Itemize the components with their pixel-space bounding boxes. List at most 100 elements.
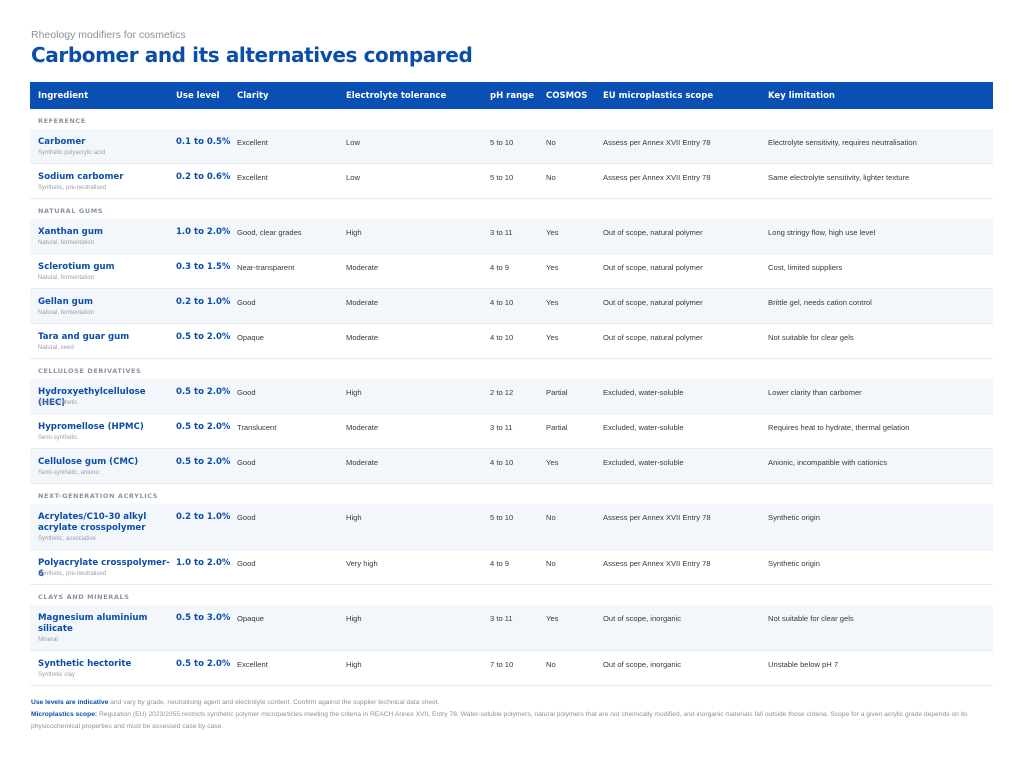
use-level: 0.5 to 2.0%	[176, 387, 231, 397]
table-row: Sclerotium gum Natural, fermentation 0.3 t…	[30, 254, 993, 289]
cosmos-status: Yes	[546, 614, 559, 623]
table-row: Gellan gum Natural, fermentation 0.2 to 1.…	[30, 289, 993, 324]
table-row: Hypromellose (HPMC) Semi-synthetic 0.5 to …	[30, 414, 993, 449]
ingredient-name: Hypromellose (HPMC)	[38, 422, 144, 432]
key-limitation: Synthetic origin	[768, 559, 820, 568]
col-use-level: Use level	[176, 91, 220, 101]
use-level: 1.0 to 2.0%	[176, 558, 231, 568]
eu-microplastics-scope: Assess per Annex XVII Entry 78	[603, 173, 711, 182]
col-ingredient: Ingredient	[38, 91, 89, 101]
eu-microplastics-scope: Out of scope, natural polymer	[603, 298, 703, 307]
cosmos-status: Yes	[546, 228, 559, 237]
clarity: Good	[237, 388, 256, 397]
section-label: REFERENCE	[38, 117, 86, 125]
cosmos-status: Yes	[546, 298, 559, 307]
electrolyte-tolerance: Moderate	[346, 298, 379, 307]
comparison-table: Ingredient Use level Clarity Electrolyte…	[30, 82, 993, 686]
clarity: Near-transparent	[237, 263, 295, 272]
footnote-microplastics: Microplastics scope: Regulation (EU) 202…	[31, 709, 995, 733]
ingredient-type: Semi-synthetic	[38, 400, 78, 406]
eu-microplastics-scope: Out of scope, natural polymer	[603, 228, 703, 237]
electrolyte-tolerance: High	[346, 388, 362, 397]
use-level: 0.5 to 2.0%	[176, 457, 231, 467]
electrolyte-tolerance: High	[346, 660, 362, 669]
eu-microplastics-scope: Excluded, water-soluble	[603, 458, 684, 467]
electrolyte-tolerance: High	[346, 228, 362, 237]
table-row: Carbomer Synthetic polyacrylic acid 0.1 to…	[30, 129, 993, 164]
ph-range: 3 to 11	[490, 423, 513, 432]
cosmos-status: No	[546, 513, 556, 522]
ph-range: 3 to 11	[490, 614, 513, 623]
key-limitation: Anionic, incompatible with cationics	[768, 458, 888, 467]
table-row: Acrylates/C10-30 alkyl acrylate crosspol…	[30, 504, 993, 550]
cosmos-status: Partial	[546, 388, 568, 397]
eu-microplastics-scope: Assess per Annex XVII Entry 78	[603, 559, 711, 568]
ingredient-name: Acrylates/C10-30 alkyl acrylate crosspol…	[38, 512, 147, 533]
col-cosmos: COSMOS	[546, 91, 588, 101]
use-level: 0.5 to 2.0%	[176, 422, 231, 432]
ingredient-type: Natural, fermentation	[38, 275, 95, 281]
table-row: Sodium carbomer Synthetic, pre-neutralise…	[30, 164, 993, 199]
ingredient-name: Carbomer	[38, 137, 86, 147]
section-label: NATURAL GUMS	[38, 207, 104, 215]
key-limitation: Same electrolyte sensitivity, lighter te…	[768, 173, 910, 182]
ph-range: 4 to 9	[490, 263, 509, 272]
cosmos-status: No	[546, 660, 556, 669]
use-level: 0.2 to 1.0%	[176, 297, 231, 307]
ingredient-type: Synthetic clay	[38, 672, 76, 678]
ph-range: 5 to 10	[490, 173, 514, 182]
page-kicker: Rheology modifiers for cosmetics	[31, 29, 186, 41]
use-level: 0.1 to 0.5%	[176, 137, 231, 147]
electrolyte-tolerance: High	[346, 513, 362, 522]
cosmos-status: Yes	[546, 263, 559, 272]
ingredient-type: Semi-synthetic, anionic	[38, 470, 100, 476]
ingredient-name: Sodium carbomer	[38, 172, 124, 182]
key-limitation: Not suitable for clear gels	[768, 333, 854, 342]
table-row: Magnesium aluminium silicate Mineral 0.5 t…	[30, 605, 993, 651]
footnote-microplastics-lead: Microplastics scope:	[31, 711, 98, 718]
section-label: CLAYS AND MINERALS	[38, 593, 130, 601]
table-row: Xanthan gum Natural, fermentation 1.0 to 2…	[30, 219, 993, 254]
clarity: Excellent	[237, 138, 268, 147]
clarity: Excellent	[237, 660, 268, 669]
ingredient-type: Natural, fermentation	[38, 240, 95, 246]
ingredient-type: Synthetic polyacrylic acid	[38, 150, 106, 156]
ingredient-type: Synthetic, pre-neutralised	[38, 571, 107, 577]
table-header: Ingredient Use level Clarity Electrolyte…	[30, 82, 993, 109]
clarity: Good, clear grades	[237, 228, 302, 237]
clarity: Translucent	[237, 423, 277, 432]
use-level: 1.0 to 2.0%	[176, 227, 231, 237]
use-level: 0.5 to 3.0%	[176, 613, 231, 623]
footnote-microplastics-text: Regulation (EU) 2023/2055 restricts synt…	[31, 711, 968, 730]
key-limitation: Synthetic origin	[768, 513, 820, 522]
col-eu-scope: EU microplastics scope	[603, 91, 714, 101]
ingredient-name: Cellulose gum (CMC)	[38, 457, 139, 467]
key-limitation: Long stringy flow, high use level	[768, 228, 876, 237]
electrolyte-tolerance: Moderate	[346, 458, 379, 467]
table-row: Synthetic hectorite Synthetic clay 0.5 to …	[30, 651, 993, 686]
cosmos-status: No	[546, 559, 556, 568]
ingredient-name: Sclerotium gum	[38, 262, 115, 272]
eu-microplastics-scope: Out of scope, inorganic	[603, 660, 682, 669]
ingredient-name: Magnesium aluminium silicate	[38, 613, 148, 634]
ingredient-name: Polyacrylate crosspolymer-6	[38, 558, 170, 579]
col-limitation: Key limitation	[768, 91, 835, 101]
ingredient-type: Natural, fermentation	[38, 310, 95, 316]
ph-range: 4 to 10	[490, 298, 514, 307]
ph-range: 4 to 10	[490, 458, 514, 467]
table-row: Polyacrylate crosspolymer-6 Synthetic, pr…	[30, 550, 993, 585]
ingredient-name: Synthetic hectorite	[38, 659, 132, 669]
electrolyte-tolerance: Moderate	[346, 263, 379, 272]
ingredient-type: Natural, seed	[38, 345, 74, 351]
footnote-use-levels-lead: Use levels are indicative	[31, 699, 109, 706]
ph-range: 2 to 12	[490, 388, 514, 397]
ingredient-type: Semi-synthetic	[38, 435, 78, 441]
footnote-use-levels: Use levels are indicative and vary by gr…	[31, 697, 995, 709]
key-limitation: Brittle gel, needs cation control	[768, 298, 872, 307]
section-header: CELLULOSE DERIVATIVES	[30, 359, 993, 379]
table-row: Hydroxyethylcellulose (HEC) Semi-syntheti…	[30, 379, 993, 414]
ingredient-type: Synthetic, associative	[38, 536, 96, 542]
key-limitation: Cost, limited suppliers	[768, 263, 843, 272]
ph-range: 5 to 10	[490, 513, 514, 522]
use-level: 0.2 to 1.0%	[176, 512, 231, 522]
